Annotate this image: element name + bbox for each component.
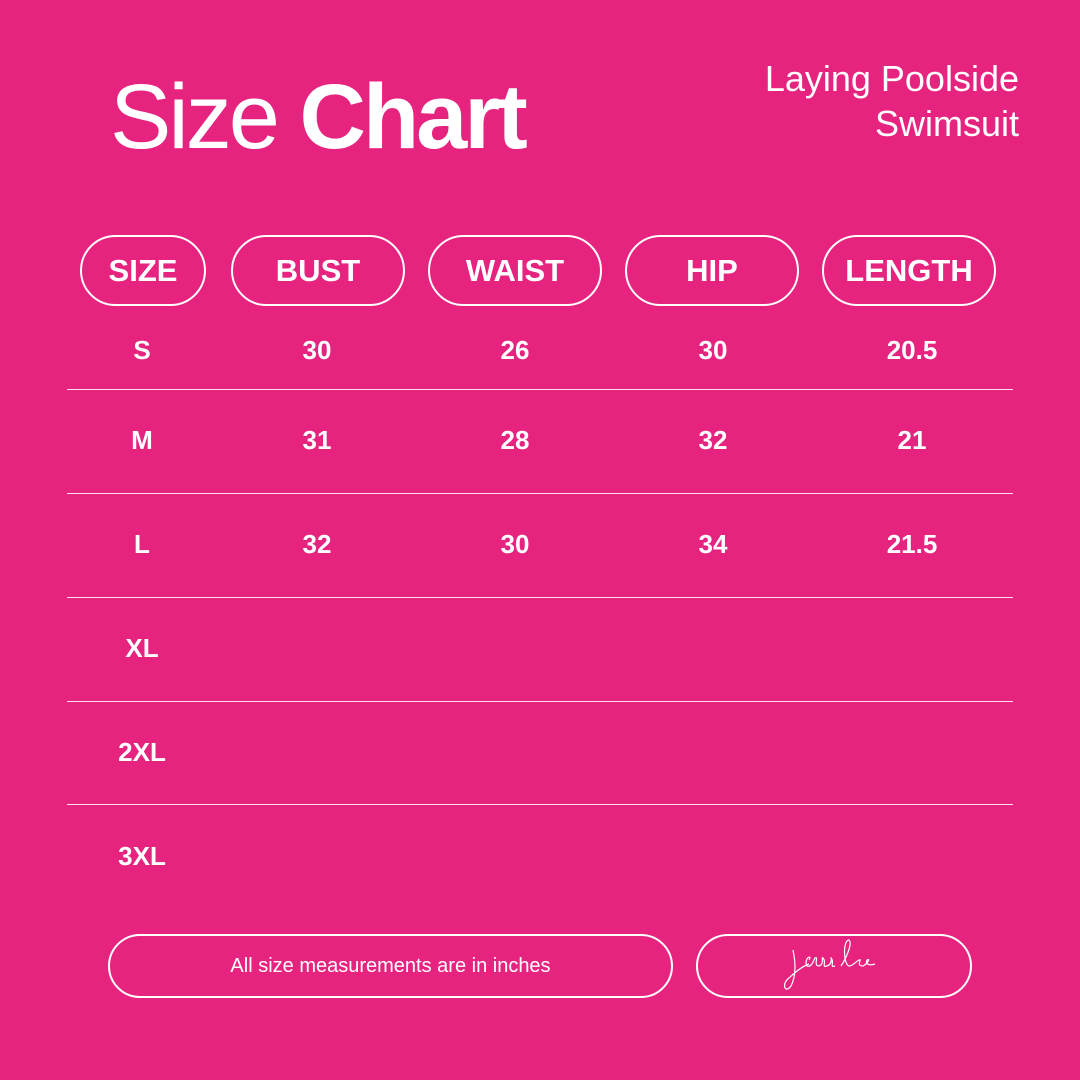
cell-bust: 32 bbox=[302, 529, 332, 559]
row-divider bbox=[67, 389, 1013, 390]
cell-size: L bbox=[134, 529, 150, 559]
row-divider bbox=[67, 701, 1013, 702]
header-bust: BUST bbox=[231, 235, 405, 306]
cell-bust: 31 bbox=[302, 425, 332, 455]
product-name-line2: Swimsuit bbox=[874, 103, 1019, 144]
cell-waist: 26 bbox=[500, 335, 530, 365]
signature-logo bbox=[783, 939, 876, 990]
row-divider bbox=[67, 597, 1013, 598]
cell-hip: 30 bbox=[698, 335, 728, 365]
cell-length: 20.5 bbox=[886, 335, 938, 365]
measurement-note: All size measurements are in inches bbox=[108, 934, 673, 998]
cell-size: M bbox=[131, 425, 153, 455]
measurement-note-text: All size measurements are in inches bbox=[230, 954, 551, 977]
header-length: LENGTH bbox=[822, 235, 996, 306]
cell-hip: 34 bbox=[698, 529, 728, 559]
cell-waist: 30 bbox=[500, 529, 530, 559]
cell-size: 3XL bbox=[118, 841, 166, 871]
cell-bust: 30 bbox=[302, 335, 332, 365]
cell-hip: 32 bbox=[698, 425, 728, 455]
header-size: SIZE bbox=[80, 235, 206, 306]
title-bold: Chart bbox=[299, 66, 528, 168]
row-divider bbox=[67, 493, 1013, 494]
cell-length: 21.5 bbox=[886, 529, 938, 559]
title-light: Size bbox=[110, 66, 280, 168]
header-waist: WAIST bbox=[428, 235, 602, 306]
cell-length: 21 bbox=[897, 425, 927, 455]
cell-waist: 28 bbox=[500, 425, 530, 455]
cell-size: S bbox=[133, 335, 151, 365]
cell-size: XL bbox=[125, 633, 159, 663]
page-title: Size Chart bbox=[110, 62, 528, 172]
signature-box bbox=[696, 934, 972, 998]
row-divider bbox=[67, 804, 1013, 805]
cell-size: 2XL bbox=[118, 737, 166, 767]
product-name: Laying Poolside Swimsuit bbox=[765, 56, 1019, 146]
product-name-line1: Laying Poolside bbox=[764, 58, 1019, 99]
header-hip: HIP bbox=[625, 235, 799, 306]
